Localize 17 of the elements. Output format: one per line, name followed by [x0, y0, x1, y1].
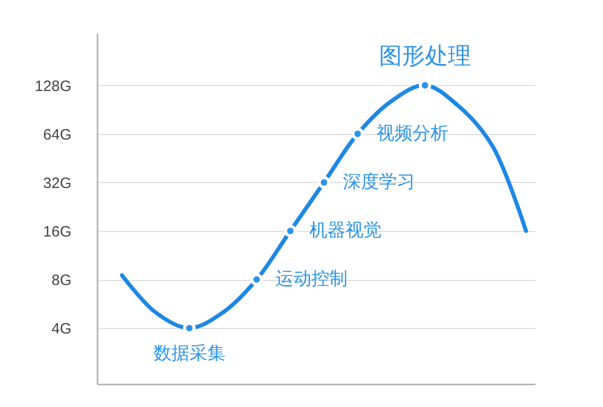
- point: [250, 273, 263, 286]
- y-tick-label: 8G: [51, 272, 72, 290]
- y-tick-label: 4G: [51, 320, 72, 338]
- data-label: 机器视觉: [309, 220, 382, 240]
- data-label: 深度学习: [342, 171, 415, 192]
- data-label: 图形处理: [378, 42, 471, 68]
- y-tick-label: 16G: [43, 223, 72, 240]
- point: [284, 224, 297, 238]
- point: [318, 176, 330, 189]
- point: [351, 128, 364, 140]
- data-label: 视频分析: [376, 122, 449, 143]
- y-tick-label: 32G: [43, 174, 72, 192]
- data-label: 数据采集: [153, 343, 226, 364]
- y-tick-label: 128G: [34, 78, 72, 95]
- y-tick-label: 64G: [43, 126, 72, 144]
- data-label: 运动控制: [276, 268, 348, 289]
- line-series: [120, 83, 528, 330]
